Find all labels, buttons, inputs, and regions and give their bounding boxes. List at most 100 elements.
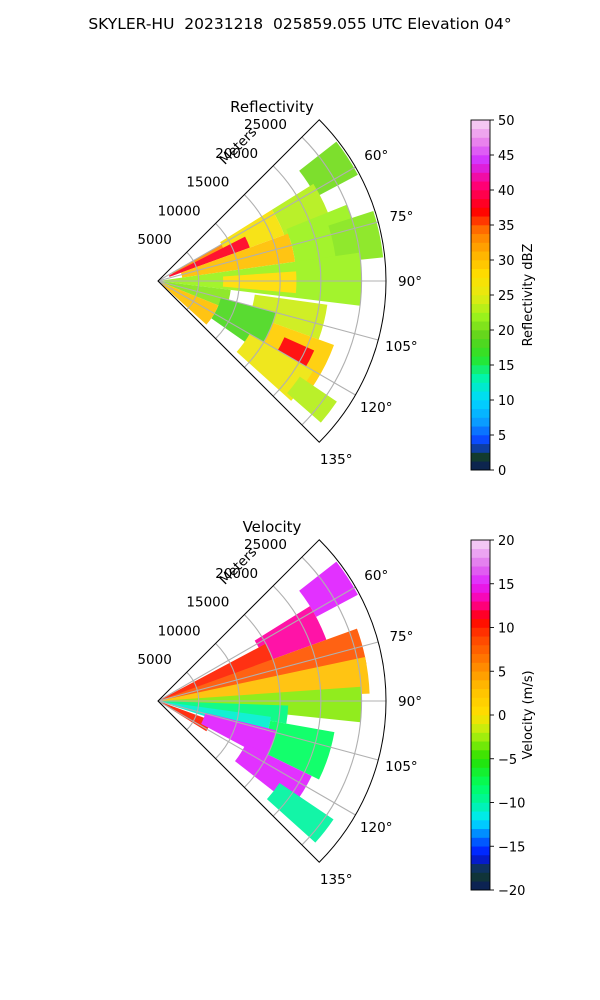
colorbar-segment — [471, 776, 490, 786]
range-tick-label: 25000 — [244, 117, 287, 133]
azimuth-gridline — [157, 166, 356, 282]
azimuth-tick-label: 135° — [320, 872, 353, 888]
colorbar-tick-label: 5 — [498, 665, 506, 680]
azimuth-tick-label: 60° — [364, 568, 388, 584]
range-tick-label: 10000 — [158, 623, 201, 639]
colorbar-segment — [471, 706, 490, 716]
colorbar-tick-label: −20 — [498, 884, 525, 899]
azimuth-tick-label: 75° — [389, 629, 413, 645]
colorbar-segment — [471, 163, 490, 173]
range-tick-label: 5000 — [137, 232, 171, 248]
colorbar-tick-label: −15 — [498, 840, 525, 855]
colorbar-segment — [471, 242, 490, 252]
azimuth-gridline — [157, 700, 379, 761]
colorbar-segment — [471, 575, 490, 585]
colorbar-tick-label: −10 — [498, 797, 525, 812]
range-tick-label: 20000 — [215, 566, 258, 582]
echo-patch — [260, 720, 335, 780]
range-tick-label: 20000 — [215, 146, 258, 162]
colorbar-tick-label: 25 — [498, 289, 515, 304]
range-tick-label: 25000 — [244, 537, 287, 553]
colorbar-tick-label: 10 — [498, 622, 515, 637]
colorbar-segment — [471, 767, 490, 777]
range-tick-label: 10000 — [158, 203, 201, 219]
colorbar-segment — [471, 347, 490, 357]
echo-patch — [254, 606, 327, 663]
panel-title: Velocity — [243, 518, 302, 536]
colorbar-segment — [471, 627, 490, 637]
colorbar-segment — [471, 120, 490, 130]
colorbar-segment — [471, 811, 490, 821]
colorbar-segment — [471, 732, 490, 742]
colorbar-segment — [471, 303, 490, 313]
colorbar-tick-label: 15 — [498, 359, 515, 374]
colorbar-segment — [471, 785, 490, 795]
colorbar-segment — [471, 190, 490, 200]
colorbar-segment — [471, 680, 490, 690]
colorbar-segment — [471, 373, 490, 383]
echo-patch — [201, 712, 277, 759]
echo-patch — [168, 236, 250, 277]
colorbar-segment — [471, 233, 490, 243]
sector-frame — [157, 119, 387, 443]
colorbar-segment — [471, 715, 490, 725]
colorbar-segment — [471, 277, 490, 287]
colorbar-segment — [471, 443, 490, 453]
colorbar-segment — [471, 592, 490, 602]
echo-patch — [158, 686, 362, 723]
colorbar-label: Velocity (m/s) — [521, 670, 536, 759]
colorbar-label: Reflectivity dBZ — [521, 244, 536, 347]
colorbar-tick-label: 0 — [498, 709, 506, 724]
colorbar-segment — [471, 225, 490, 235]
azimuth-gridline — [157, 586, 356, 702]
colorbar-segment — [471, 881, 490, 891]
colorbar-segment — [471, 181, 490, 191]
colorbar-segment — [471, 435, 490, 445]
colorbar-segment — [471, 146, 490, 156]
figure-title: SKYLER-HU 20231218 025859.055 UTC Elevat… — [88, 15, 512, 33]
colorbar-segment — [471, 566, 490, 576]
colorbar-segment — [471, 426, 490, 436]
colorbar-segment — [471, 618, 490, 628]
colorbar-segment — [471, 671, 490, 681]
colorbar-tick-label: 20 — [498, 324, 515, 339]
colorbar-segment — [471, 172, 490, 182]
colorbar-segment — [471, 312, 490, 322]
echo-patch — [275, 337, 315, 372]
colorbar-segment — [471, 653, 490, 663]
colorbar-segment — [471, 610, 490, 620]
colorbar: 0 5 10 15 20 25 30 35 40 45 50 Reflectivity dBZ — [470, 114, 536, 479]
colorbar-tick-label: 40 — [498, 184, 515, 199]
colorbar: −20 −15 −10 −5 0 5 10 15 20 Velocity (m/s) — [470, 534, 536, 899]
colorbar-segment — [471, 365, 490, 375]
colorbar-segment — [471, 356, 490, 366]
range-tick-label: 15000 — [186, 595, 229, 611]
colorbar-segment — [471, 286, 490, 296]
echo-patch — [236, 333, 314, 401]
colorbar-segment — [471, 251, 490, 261]
colorbar-segment — [471, 758, 490, 768]
colorbar-segment — [471, 793, 490, 803]
colorbar-segment — [471, 216, 490, 226]
colorbar-segment — [471, 382, 490, 392]
colorbar-segment — [471, 540, 490, 550]
colorbar-tick-label: 35 — [498, 219, 515, 234]
echo-patch — [158, 281, 231, 309]
azimuth-tick-label: 90° — [398, 274, 422, 290]
colorbar-segment — [471, 391, 490, 401]
colorbar-segment — [471, 417, 490, 427]
colorbar-segment — [471, 461, 490, 471]
colorbar-segment — [471, 645, 490, 655]
colorbar-segment — [471, 137, 490, 147]
colorbar-tick-label: 20 — [498, 534, 515, 549]
colorbar-segment — [471, 452, 490, 462]
colorbar-segment — [471, 855, 490, 865]
colorbar-segment — [471, 846, 490, 856]
colorbar-segment — [471, 557, 490, 567]
azimuth-tick-label: 135° — [320, 452, 353, 468]
colorbar-segment — [471, 688, 490, 698]
colorbar-segment — [471, 548, 490, 558]
colorbar-segment — [471, 750, 490, 760]
echo-patch — [158, 643, 275, 701]
sector-frame — [157, 539, 387, 863]
